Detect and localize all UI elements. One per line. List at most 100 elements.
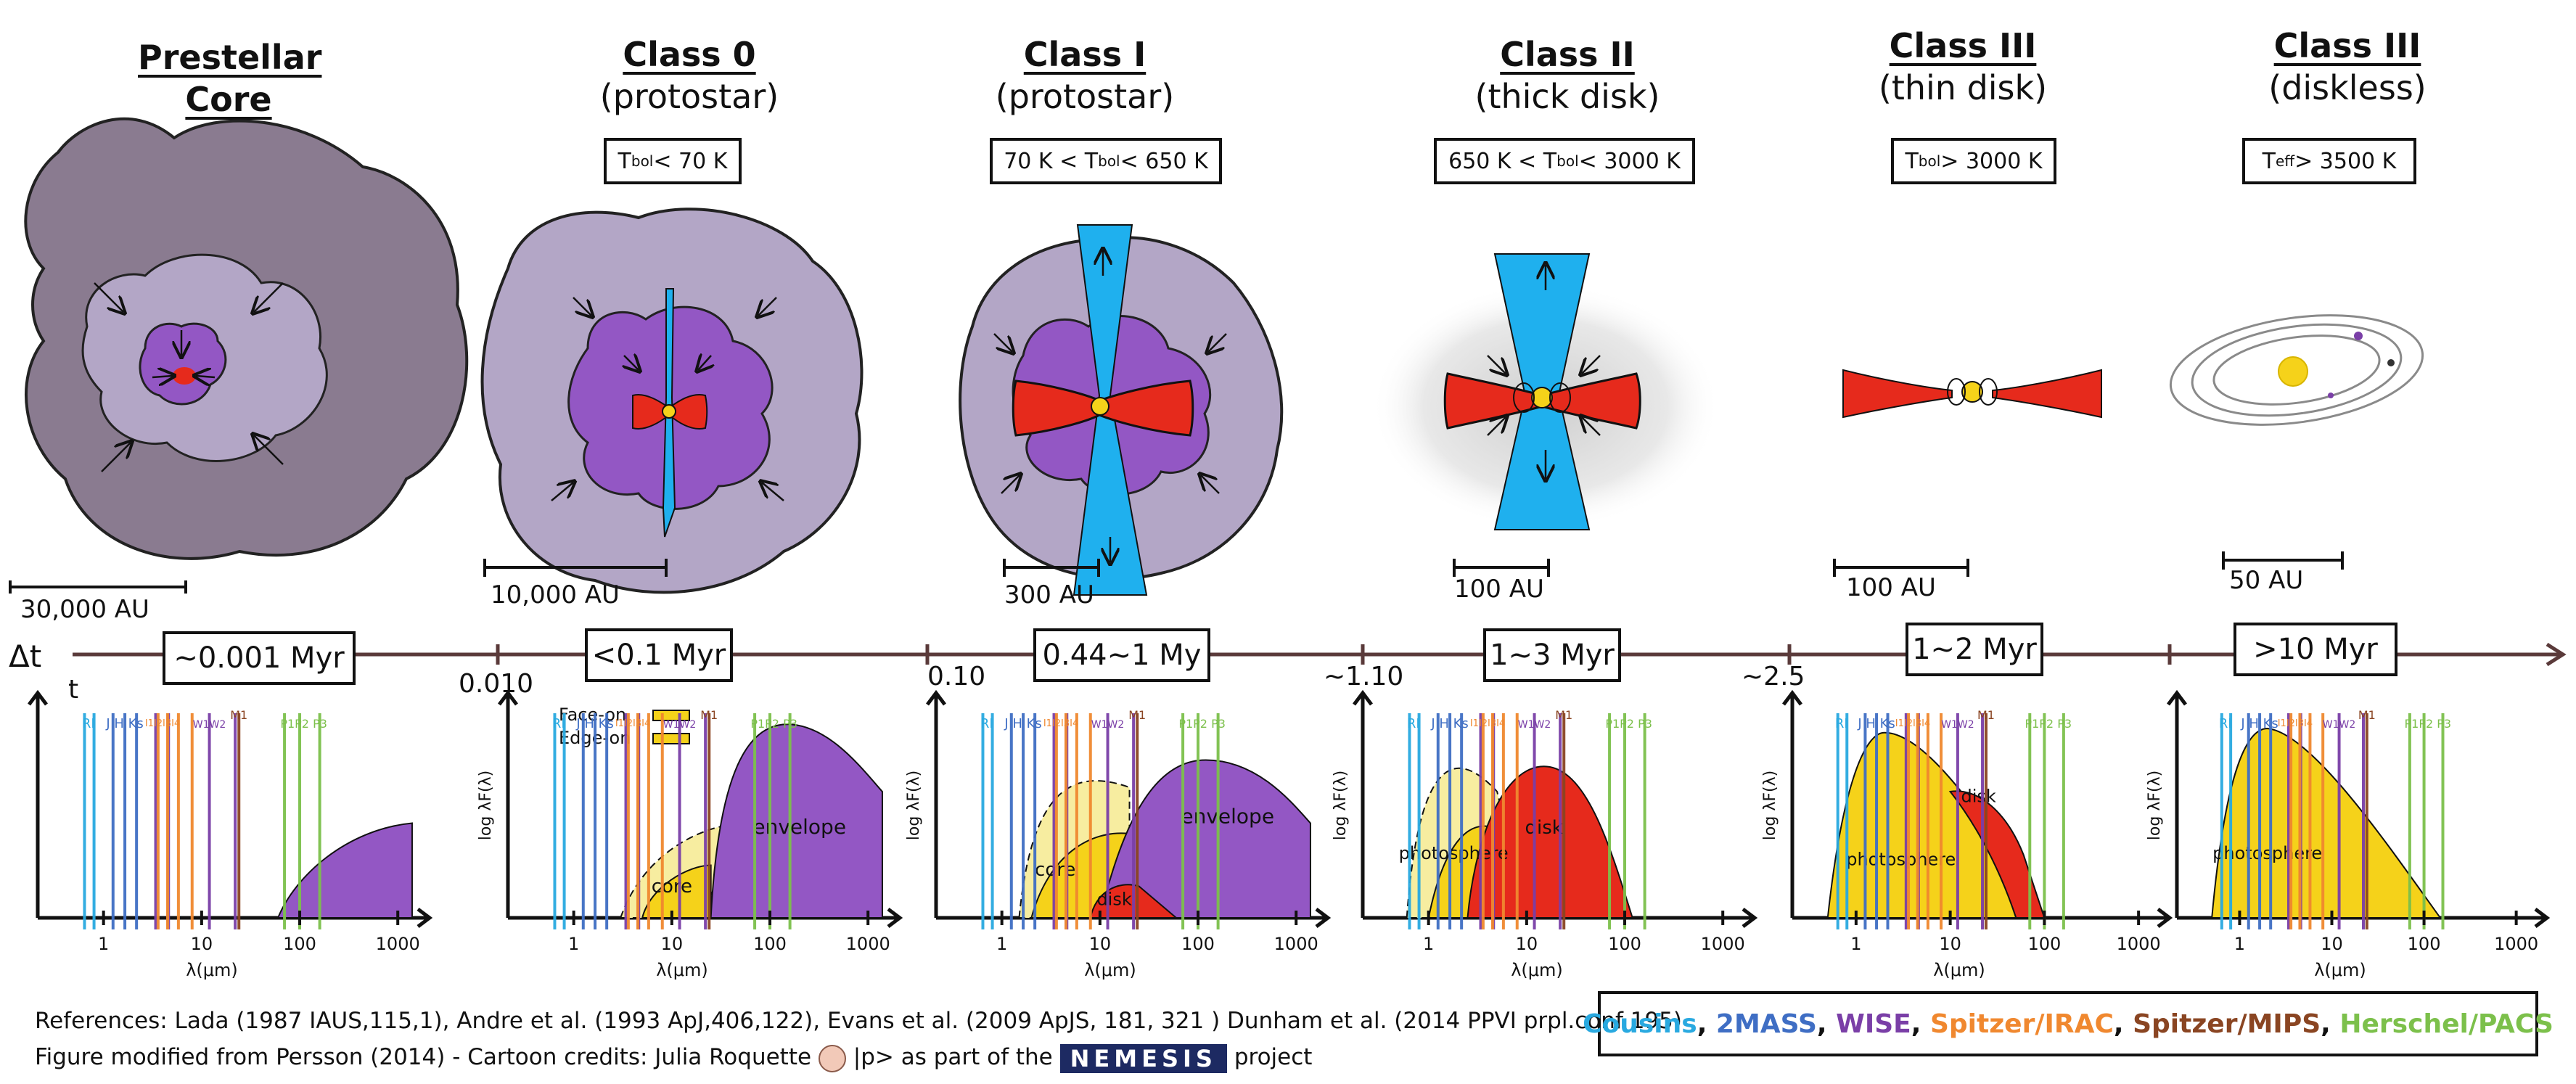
legend-pacs: Herschel/PACS — [2339, 1009, 2554, 1039]
band-label-cousins-class3-diskless: RI — [2219, 716, 2232, 731]
stage-title-class3-thin: Class III (thin disk) — [1878, 26, 2048, 107]
x-tick-label-class2-1: 10 — [1516, 934, 1538, 954]
sed-envelope-label: envelope — [752, 815, 846, 839]
sed-disk-label: disk — [1525, 817, 1562, 839]
x-tick-label-class1-2: 100 — [1181, 934, 1215, 954]
x-tick-label-class3-thin-2: 100 — [2027, 934, 2061, 954]
x-tick-label-class3-thin-3: 1000 — [2117, 934, 2161, 954]
x-tick-label-class0-2: 100 — [753, 934, 787, 954]
tick-0: 0.010 — [459, 669, 534, 699]
x-tick-label-class3-thin-0: 1 — [1850, 934, 1861, 954]
band-label-pacs-class1: P1P2 P3 — [1178, 717, 1226, 731]
band-label-mips-prestellar: M1 — [230, 708, 247, 722]
sed-y-arrow-class0 — [498, 689, 518, 706]
x-tick-label-class3-diskless-0: 1 — [2234, 934, 2245, 954]
edgeon-swatch — [652, 733, 690, 744]
star — [1531, 387, 1553, 408]
sed-x-arrow-class0 — [887, 908, 903, 928]
legend-wise: WISE — [1836, 1009, 1911, 1039]
protostar — [662, 404, 676, 419]
x-tick-label-class0-3: 1000 — [846, 934, 890, 954]
references-line2: Figure modified from Persson (2014) - Ca… — [35, 1043, 1313, 1073]
delta-t-label: Δt — [9, 639, 42, 674]
band-label-cousins-class0: RI — [552, 716, 565, 731]
x-axis-label-class3-thin: λ(μm) — [1933, 960, 1985, 980]
x-axis-label-class3-diskless: λ(μm) — [2314, 960, 2366, 980]
scale-bars — [9, 551, 2344, 594]
legend-mips: Spitzer/MIPS — [2133, 1009, 2321, 1039]
class0-cartoon — [480, 208, 864, 594]
band-label-2mass-class1: J H Ks — [1004, 716, 1041, 731]
y-axis-label-class0: log λF(λ) — [477, 771, 495, 840]
sed-photosphere-label: photosphere — [1399, 843, 1509, 863]
sed-y-arrow-class3-thin — [1782, 689, 1802, 706]
band-label-wise-prestellar: W1W2 — [193, 719, 226, 731]
x-tick-label-prestellar-0: 1 — [98, 934, 109, 954]
x-tick-label-class0-1: 10 — [661, 934, 684, 954]
y-axis-label-class3-diskless: log λF(λ) — [2146, 771, 2164, 840]
band-legend: Cousins, 2MASS, WISE, Spitzer/IRAC, Spit… — [1583, 991, 2554, 1056]
stage-title-prestellar: Prestellar Core — [138, 38, 322, 119]
core-center — [173, 367, 196, 385]
sed-y-arrow-class3-diskless — [2167, 689, 2187, 706]
timeline — [73, 642, 2567, 667]
stage-title-class0: Class 0 (protostar) — [599, 35, 779, 116]
x-tick-label-class3-thin-1: 10 — [1939, 934, 1961, 954]
band-label-irac-class1: I1I2I3I4 — [1043, 718, 1078, 729]
class3-thin-cartoon — [1842, 369, 2102, 419]
x-tick-label-prestellar-1: 10 — [191, 934, 213, 954]
band-label-irac-prestellar: I1I2I3I4 — [145, 718, 180, 729]
stage-title-class2: Class II (thick disk) — [1474, 35, 1660, 116]
x-tick-label-prestellar-2: 100 — [283, 934, 316, 954]
references: References: Lada (1987 IAUS,115,1), Andr… — [35, 1003, 1682, 1075]
legend-irac: Spitzer/IRAC — [1929, 1009, 2114, 1039]
age-box-class3-diskless: >10 Myr — [2234, 623, 2397, 676]
sed-x-arrow-class3-thin — [2157, 908, 2173, 928]
scale-label-class1: 300 AU — [1004, 580, 1094, 609]
band-label-cousins-class2: RI — [1407, 716, 1420, 731]
band-label-wise-class0: W1W2 — [663, 719, 697, 731]
star — [1961, 381, 1983, 403]
x-tick-label-class2-3: 1000 — [1701, 934, 1745, 954]
band-label-pacs-class0: P1P2 P3 — [750, 717, 797, 731]
stage-title-class1: Class I (protostar) — [995, 35, 1175, 116]
sed-photosphere-label: photosphere — [2212, 843, 2322, 863]
x-tick-label-class1-1: 10 — [1089, 934, 1112, 954]
legend-cousins: Cousins — [1583, 1009, 1697, 1039]
sed-faceon-label: Face-on — [559, 705, 626, 725]
y-axis-label-class2: log λF(λ) — [1332, 771, 1350, 840]
x-tick-label-prestellar-3: 1000 — [376, 934, 420, 954]
protostar — [1091, 397, 1109, 416]
x-tick-label-class1-0: 1 — [996, 934, 1007, 954]
band-label-wise-class1: W1W2 — [1091, 719, 1125, 731]
x-axis-label-class2: λ(μm) — [1511, 960, 1563, 980]
age-box-prestellar: ~0.001 Myr — [163, 631, 356, 685]
tick-1: 0.10 — [927, 662, 986, 691]
band-label-mips-class3-diskless: M1 — [2358, 708, 2376, 722]
tick-2: ~1.10 — [1324, 662, 1404, 691]
sed-x-arrow-prestellar — [417, 908, 433, 928]
x-tick-label-class2-0: 1 — [1423, 934, 1434, 954]
x-tick-label-class0-0: 1 — [568, 934, 579, 954]
band-label-pacs-class3-diskless: P1P2 P3 — [2405, 717, 2452, 731]
band-label-pacs-class2: P1P2 P3 — [1605, 717, 1652, 731]
sed-disk-area — [1948, 790, 2046, 919]
band-label-2mass-class0: J H Ks — [575, 716, 613, 731]
sed-x-arrow-class2 — [1742, 908, 1758, 928]
stage-title-class3-diskless: Class III (diskless) — [2268, 26, 2427, 107]
band-label-2mass-prestellar: J H Ks — [105, 716, 143, 731]
age-box-class0: <0.1 Myr — [585, 628, 733, 682]
disk-right — [1992, 369, 2102, 419]
band-label-pacs-class3-thin: P1P2 P3 — [2025, 717, 2072, 731]
nemesis-logo: NEMESIS — [1059, 1043, 1227, 1073]
band-label-mips-class0: M1 — [700, 708, 718, 722]
band-label-irac-class3-diskless: I1I2I3I4 — [2278, 718, 2313, 729]
band-label-irac-class2: I1I2I3I4 — [1470, 718, 1505, 729]
age-box-class2: 1~3 Myr — [1483, 628, 1621, 682]
x-tick-label-class3-diskless-3: 1000 — [2494, 934, 2538, 954]
scale-label-class2: 100 AU — [1454, 575, 1544, 604]
sed-photosphere-area — [2211, 727, 2442, 919]
band-label-mips-class3-thin: M1 — [1977, 708, 1995, 722]
sed-y-arrow-class1 — [926, 689, 946, 706]
